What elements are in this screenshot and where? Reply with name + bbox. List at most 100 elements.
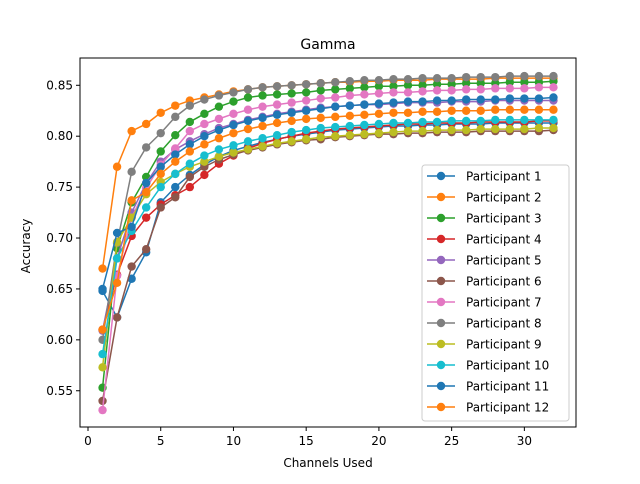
data-point — [345, 101, 355, 110]
legend-label: Participant 4 — [466, 233, 542, 247]
data-point — [360, 75, 369, 85]
data-point — [214, 152, 224, 161]
data-point — [156, 147, 165, 156]
data-point — [185, 147, 195, 156]
legend-marker — [436, 318, 446, 328]
data-point — [98, 349, 107, 359]
data-point — [432, 86, 442, 95]
data-point — [200, 140, 209, 149]
data-point — [171, 157, 180, 166]
data-point — [360, 83, 369, 92]
legend-item: Participant 6 — [427, 275, 542, 289]
data-point — [127, 222, 136, 232]
data-point — [432, 96, 442, 105]
legend-marker — [436, 192, 446, 202]
data-point — [287, 98, 296, 107]
data-point — [389, 127, 398, 137]
data-point — [127, 262, 136, 271]
data-point — [447, 125, 456, 135]
data-point — [316, 133, 325, 142]
data-point — [214, 125, 224, 135]
data-point — [491, 95, 500, 104]
plot-frame — [79, 57, 577, 428]
data-point — [287, 89, 296, 98]
data-point — [301, 96, 311, 105]
data-point — [403, 88, 413, 97]
legend-label: Participant 8 — [466, 317, 542, 331]
data-point — [316, 79, 325, 88]
series-9 — [98, 123, 558, 372]
data-point — [214, 134, 224, 143]
data-point — [141, 143, 151, 152]
x-tick-label: 25 — [444, 434, 459, 448]
data-point — [258, 91, 267, 100]
data-point — [461, 85, 471, 94]
data-point — [345, 84, 355, 93]
data-point — [447, 73, 456, 83]
data-point — [345, 91, 355, 100]
data-point — [287, 81, 296, 90]
data-point — [403, 81, 413, 90]
y-tick-label: 0.70 — [46, 231, 73, 245]
data-point — [418, 107, 427, 116]
data-point — [505, 124, 515, 134]
data-point — [141, 119, 151, 129]
data-point — [229, 97, 238, 106]
data-point — [98, 325, 107, 334]
data-point — [491, 105, 500, 114]
data-point — [214, 91, 224, 100]
data-point — [229, 148, 238, 157]
data-point — [418, 117, 427, 127]
data-point — [98, 396, 107, 406]
data-point — [505, 115, 515, 125]
data-point — [200, 131, 209, 141]
legend-label: Participant 3 — [466, 212, 542, 226]
data-point — [272, 110, 282, 120]
legend-item: Participant 2 — [427, 191, 542, 205]
series-11 — [98, 93, 558, 294]
legend-item: Participant 9 — [427, 338, 542, 352]
data-point — [461, 72, 471, 82]
data-point — [112, 278, 122, 288]
data-point — [505, 105, 515, 114]
data-point — [476, 95, 485, 104]
data-point — [316, 113, 325, 123]
data-point — [461, 125, 471, 135]
legend-label: Participant 10 — [466, 359, 549, 373]
x-tick-label: 5 — [157, 434, 165, 448]
data-point — [520, 84, 529, 93]
series-12 — [98, 105, 558, 334]
data-point — [185, 126, 195, 136]
data-point — [461, 95, 471, 104]
data-point — [200, 157, 209, 166]
data-point — [549, 93, 558, 102]
data-point — [432, 117, 442, 127]
data-point — [534, 83, 544, 92]
data-point — [549, 71, 558, 81]
data-point — [171, 193, 180, 202]
data-point — [185, 117, 195, 127]
legend-item: Participant 8 — [427, 317, 542, 331]
data-point — [229, 109, 238, 118]
data-point — [476, 106, 485, 115]
legend-box — [421, 164, 570, 422]
data-point — [345, 130, 355, 140]
data-point — [200, 119, 209, 129]
data-point — [301, 125, 311, 135]
data-point — [214, 145, 224, 154]
data-point — [403, 126, 413, 136]
data-point — [374, 82, 384, 91]
legend-label: Participant 12 — [466, 401, 549, 415]
data-point — [127, 196, 136, 205]
data-point — [461, 79, 471, 88]
data-point — [505, 78, 515, 87]
data-point — [316, 94, 325, 103]
x-tick-label: 10 — [226, 434, 241, 448]
y-tick-label: 0.60 — [46, 333, 73, 347]
legend-marker — [436, 234, 446, 244]
data-point — [418, 87, 427, 96]
data-point — [229, 141, 238, 150]
data-point — [98, 264, 107, 273]
y-tick-label: 0.55 — [46, 384, 73, 398]
